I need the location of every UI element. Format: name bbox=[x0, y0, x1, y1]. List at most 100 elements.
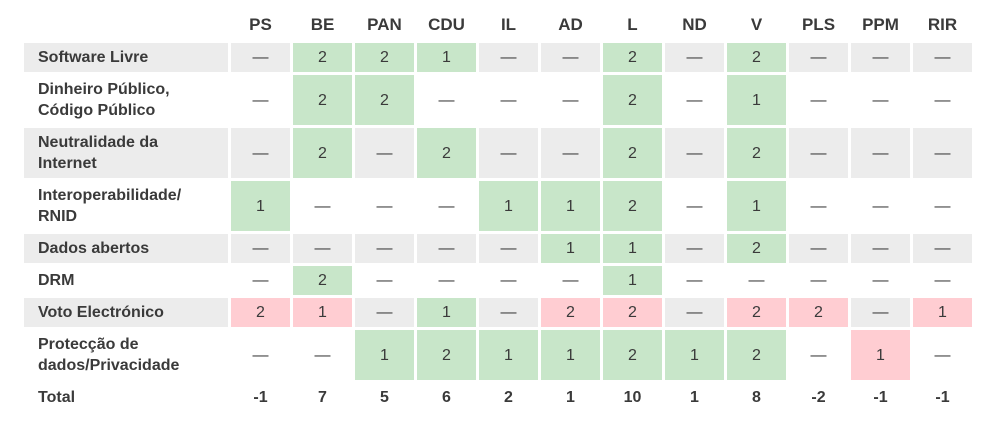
score-cell: 1 bbox=[727, 181, 786, 231]
score-cell: — bbox=[479, 128, 538, 178]
corner-cell bbox=[24, 11, 228, 40]
column-header-ps: PS bbox=[231, 11, 290, 40]
total-value-cell: 8 bbox=[727, 383, 786, 412]
score-cell: — bbox=[355, 181, 414, 231]
column-header-ppm: PPM bbox=[851, 11, 910, 40]
row-label: Software Livre bbox=[24, 43, 228, 72]
score-cell: 2 bbox=[789, 298, 848, 327]
score-cell: 2 bbox=[603, 330, 662, 380]
score-cell: — bbox=[665, 234, 724, 263]
score-cell: — bbox=[665, 181, 724, 231]
score-cell: — bbox=[417, 75, 476, 125]
score-cell: — bbox=[355, 128, 414, 178]
score-cell: 1 bbox=[293, 298, 352, 327]
score-cell: 1 bbox=[417, 298, 476, 327]
row-label: Neutralidade da Internet bbox=[24, 128, 228, 178]
score-cell: — bbox=[913, 330, 972, 380]
column-header-be: BE bbox=[293, 11, 352, 40]
row-label: Dinheiro Público, Código Público bbox=[24, 75, 228, 125]
row-label: Voto Electrónico bbox=[24, 298, 228, 327]
score-cell: — bbox=[231, 266, 290, 295]
score-cell: — bbox=[913, 266, 972, 295]
score-cell: 1 bbox=[541, 234, 600, 263]
score-cell: — bbox=[231, 330, 290, 380]
score-cell: — bbox=[789, 43, 848, 72]
score-cell: 2 bbox=[603, 43, 662, 72]
score-cell: 2 bbox=[603, 128, 662, 178]
score-cell: — bbox=[665, 43, 724, 72]
score-cell: — bbox=[665, 266, 724, 295]
score-cell: — bbox=[355, 298, 414, 327]
score-cell: — bbox=[851, 181, 910, 231]
score-cell: — bbox=[665, 298, 724, 327]
score-cell: — bbox=[789, 234, 848, 263]
score-cell: 2 bbox=[293, 43, 352, 72]
score-cell: 1 bbox=[479, 181, 538, 231]
score-cell: — bbox=[789, 75, 848, 125]
score-cell: — bbox=[293, 181, 352, 231]
score-cell: 2 bbox=[727, 234, 786, 263]
table-row: Interoperabilidade/ RNID 1— — —1 1 2—1— — — bbox=[24, 181, 972, 231]
score-cell: — bbox=[913, 181, 972, 231]
score-cell: 1 bbox=[603, 234, 662, 263]
total-value-cell: -1 bbox=[851, 383, 910, 412]
column-header-l: L bbox=[603, 11, 662, 40]
score-cell: 1 bbox=[913, 298, 972, 327]
score-cell: — bbox=[541, 128, 600, 178]
table-row: Dados abertos — — — — —1 1—2— — — bbox=[24, 234, 972, 263]
score-cell: 1 bbox=[479, 330, 538, 380]
score-cell: 2 bbox=[417, 128, 476, 178]
row-label: DRM bbox=[24, 266, 228, 295]
score-cell: 2 bbox=[293, 266, 352, 295]
column-header-ad: AD bbox=[541, 11, 600, 40]
score-cell: 2 bbox=[727, 298, 786, 327]
score-cell: 1 bbox=[417, 43, 476, 72]
score-cell: 1 bbox=[541, 330, 600, 380]
score-cell: — bbox=[789, 330, 848, 380]
score-cell: — bbox=[479, 234, 538, 263]
column-header-nd: ND bbox=[665, 11, 724, 40]
score-cell: — bbox=[851, 298, 910, 327]
total-value-cell: 10 bbox=[603, 383, 662, 412]
score-cell: 2 bbox=[603, 298, 662, 327]
column-header-rir: RIR bbox=[913, 11, 972, 40]
score-cell: — bbox=[851, 43, 910, 72]
score-cell: 1 bbox=[541, 181, 600, 231]
score-cell: 2 bbox=[727, 43, 786, 72]
score-cell: 2 bbox=[541, 298, 600, 327]
total-value-cell: 5 bbox=[355, 383, 414, 412]
score-cell: — bbox=[789, 181, 848, 231]
score-cell: — bbox=[913, 128, 972, 178]
party-topic-score-table: PS BE PAN CDU IL AD L ND V PLS PPM RIR Software Liv… bbox=[21, 8, 975, 415]
column-header-pls: PLS bbox=[789, 11, 848, 40]
table-row: Voto Electrónico 2 1—1—2 2—2 2—1 bbox=[24, 298, 972, 327]
score-cell: — bbox=[913, 75, 972, 125]
score-cell: — bbox=[665, 75, 724, 125]
score-cell: 2 bbox=[603, 75, 662, 125]
score-cell: — bbox=[789, 128, 848, 178]
score-cell: — bbox=[355, 234, 414, 263]
score-cell: — bbox=[851, 266, 910, 295]
column-header-pan: PAN bbox=[355, 11, 414, 40]
header-row: PS BE PAN CDU IL AD L ND V PLS PPM RIR bbox=[24, 11, 972, 40]
score-cell: 1 bbox=[355, 330, 414, 380]
score-cell: — bbox=[231, 43, 290, 72]
score-cell: 1 bbox=[603, 266, 662, 295]
score-cell: — bbox=[293, 330, 352, 380]
score-cell: — bbox=[851, 234, 910, 263]
score-cell: 2 bbox=[293, 75, 352, 125]
column-header-v: V bbox=[727, 11, 786, 40]
score-cell: — bbox=[913, 43, 972, 72]
score-cell: — bbox=[355, 266, 414, 295]
table-row: Software Livre —2 2 1— —2—2— — — bbox=[24, 43, 972, 72]
score-cell: — bbox=[479, 75, 538, 125]
total-value-cell: -1 bbox=[913, 383, 972, 412]
score-cell: 1 bbox=[727, 75, 786, 125]
column-header-il: IL bbox=[479, 11, 538, 40]
score-cell: 1 bbox=[231, 181, 290, 231]
total-value-cell: 6 bbox=[417, 383, 476, 412]
row-label: Protecção de dados/Privacidade bbox=[24, 330, 228, 380]
score-cell: 2 bbox=[603, 181, 662, 231]
score-cell: — bbox=[851, 128, 910, 178]
score-cell: 2 bbox=[231, 298, 290, 327]
